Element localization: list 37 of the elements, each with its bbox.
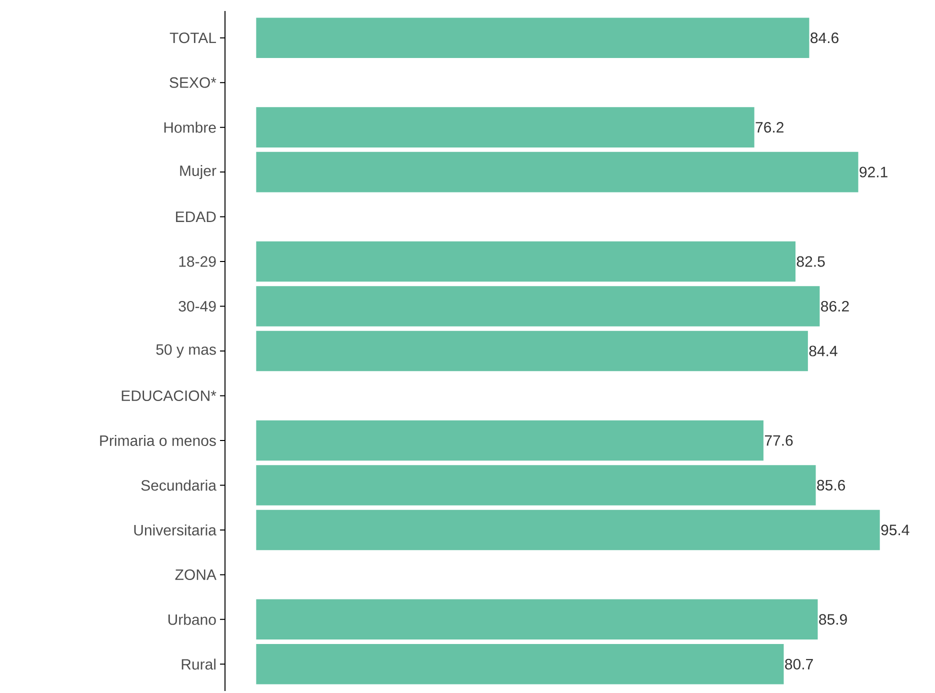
y-tick-label: EDAD — [176, 212, 216, 222]
y-tick-label: Rural — [182, 658, 216, 670]
y-tick-label: 18-29 — [179, 256, 216, 267]
y-tick-label: TOTAL — [170, 32, 216, 44]
y-tick-label: EDUCACION* — [122, 390, 216, 402]
y-tick-label: Primaria o menos — [100, 434, 216, 446]
bar — [256, 465, 816, 506]
data-label: 80.7 — [785, 658, 813, 670]
data-label: 95.4 — [881, 524, 910, 536]
bar — [256, 599, 818, 640]
data-label: 85.9 — [819, 614, 847, 625]
bar — [256, 107, 754, 148]
y-tick-label: 50 y mas — [156, 344, 216, 358]
bar — [256, 152, 858, 192]
data-label: 77.6 — [764, 435, 793, 446]
y-tick-label: ZONA — [175, 569, 216, 580]
data-label: 84.6 — [810, 32, 838, 44]
data-label: 84.4 — [809, 346, 838, 356]
y-tick-label: Hombre — [164, 122, 216, 133]
data-label: 86.2 — [821, 300, 849, 312]
data-label: 82.5 — [796, 256, 825, 267]
y-tick-label: Mujer — [180, 165, 216, 180]
bar — [256, 18, 810, 58]
data-label: 76.2 — [756, 122, 784, 133]
y-tick-label: 30-49 — [178, 300, 216, 312]
bar — [256, 330, 808, 372]
data-label: 85.6 — [817, 480, 845, 491]
y-tick-label: Secundaria — [141, 480, 216, 491]
bar — [256, 241, 796, 282]
bar — [256, 420, 764, 461]
y-tick-label: SEXO* — [170, 77, 216, 88]
y-tick-label: Universitaria — [134, 524, 216, 536]
y-tick-label: Urbano — [168, 614, 216, 625]
data-label: 92.1 — [860, 166, 888, 178]
bar — [256, 286, 820, 326]
bar — [256, 644, 784, 684]
bar — [256, 510, 880, 550]
